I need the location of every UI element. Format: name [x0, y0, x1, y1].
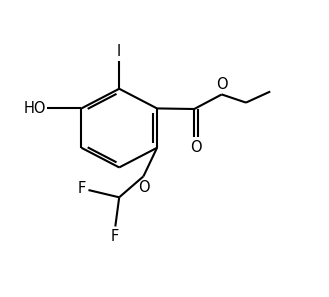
Text: F: F	[111, 229, 119, 244]
Text: O: O	[138, 180, 150, 195]
Text: F: F	[78, 181, 86, 196]
Text: HO: HO	[23, 101, 46, 116]
Text: O: O	[190, 140, 202, 155]
Text: I: I	[117, 44, 121, 59]
Text: O: O	[216, 77, 228, 91]
